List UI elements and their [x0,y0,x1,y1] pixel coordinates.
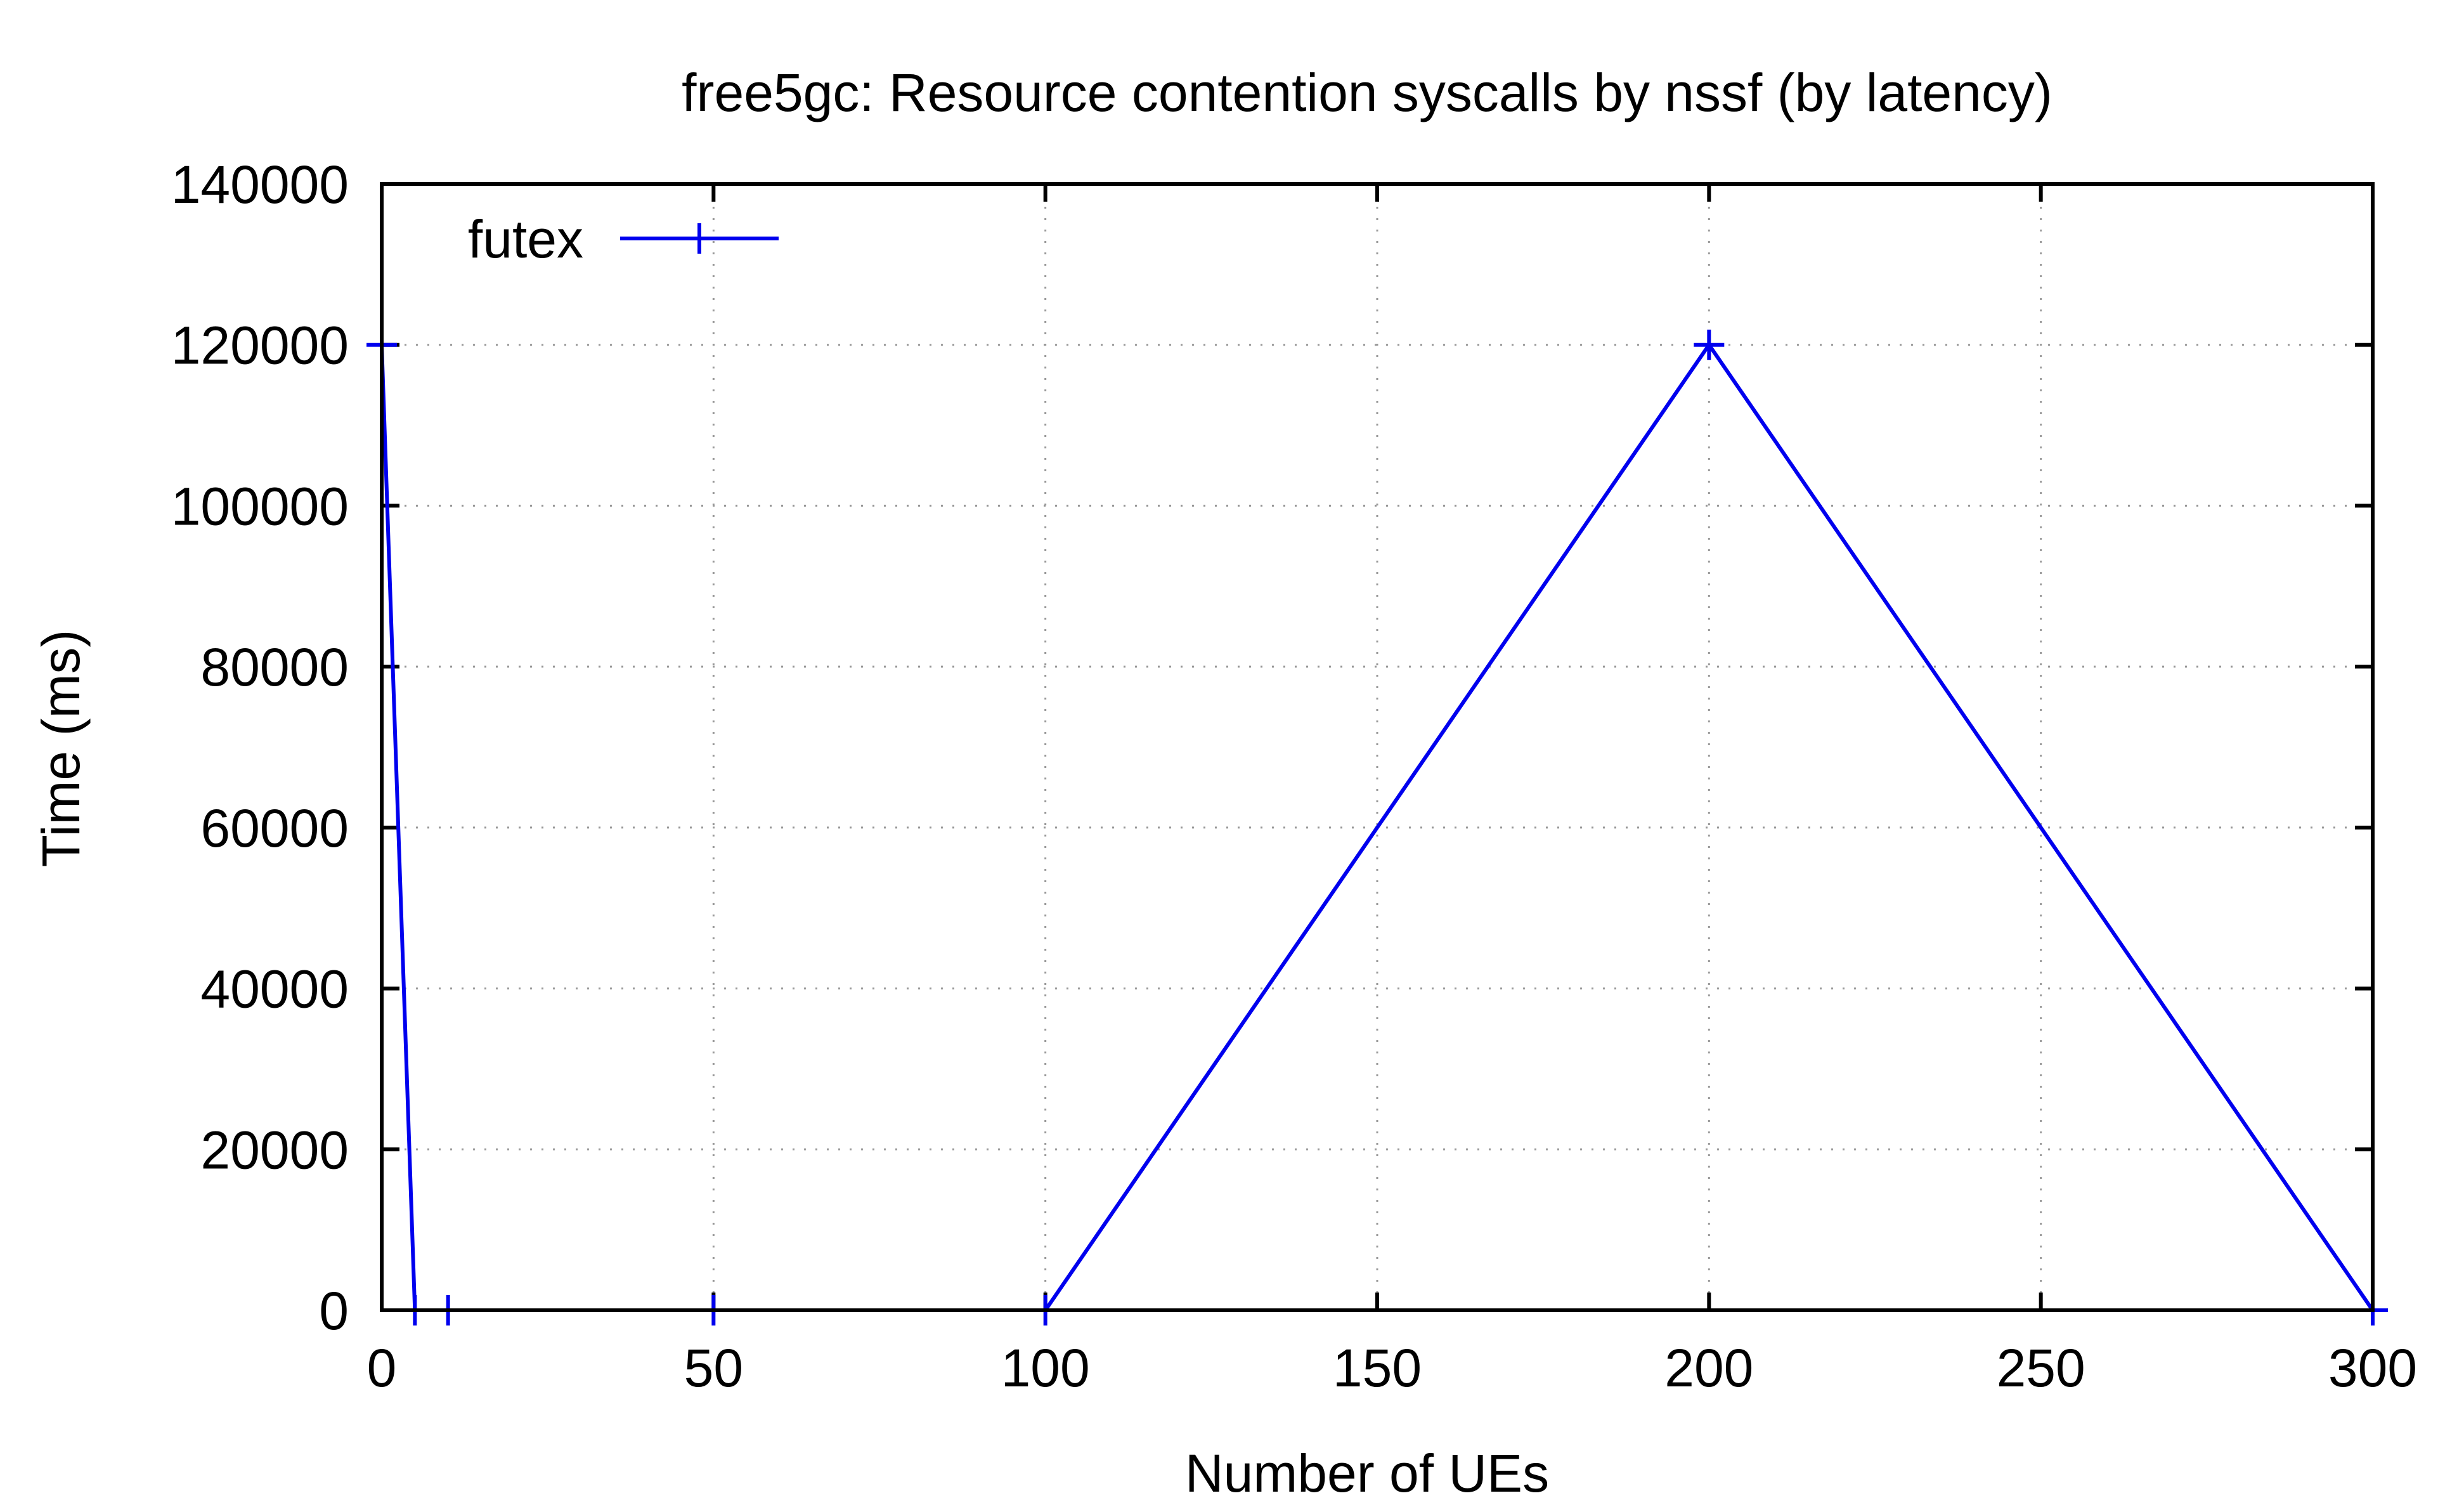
grid [382,184,2373,1310]
x-tick-label: 0 [367,1338,397,1398]
x-tick-label: 50 [684,1338,743,1398]
x-tick-label: 100 [1001,1338,1090,1398]
y-tick-label: 120000 [171,316,349,375]
x-tick-label: 250 [1997,1338,2085,1398]
plot-frame [380,182,2375,1312]
y-tick-label: 80000 [200,637,349,697]
x-tick-label: 150 [1333,1338,1422,1398]
y-axis-label: Time (ms) [31,630,91,868]
legend-label-futex: futex [468,209,583,269]
y-tick-label: 140000 [171,155,349,214]
legend: futex [468,209,779,269]
x-tick-label: 200 [1664,1338,1753,1398]
data-point-marker [1694,329,1725,360]
y-tick-labels: 0 20000 40000 60000 80000 100000 120000 140000 [171,155,349,1341]
x-tick-label: 300 [2328,1338,2417,1398]
y-tick-label: 100000 [171,476,349,536]
y-tick-label: 40000 [200,960,349,1019]
y-tick-label: 0 [319,1281,349,1341]
y-tick-label: 20000 [200,1120,349,1180]
chart-title: free5gc: Resource contention syscalls by… [682,63,2052,122]
y-tick-label: 60000 [200,798,349,858]
x-tick-labels: 0 50 100 150 200 250 300 [367,1338,2417,1398]
x-axis-label: Number of UEs [1185,1443,1549,1498]
